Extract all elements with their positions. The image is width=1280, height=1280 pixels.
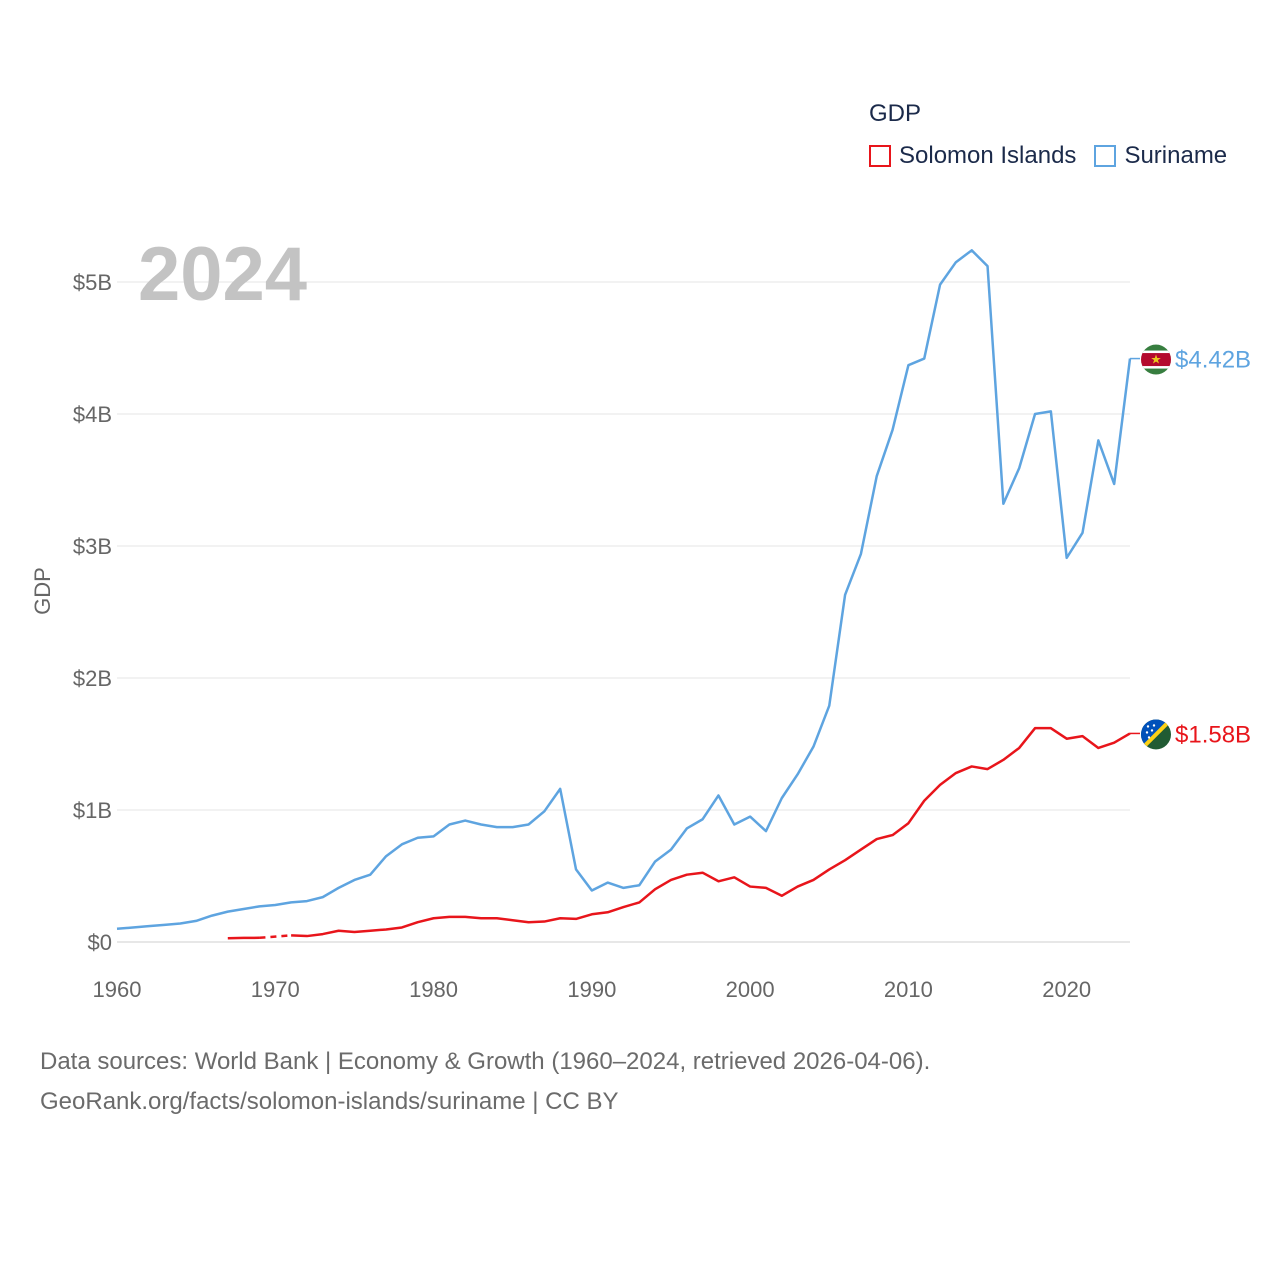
solomon-islands-flag-icon: [1141, 719, 1171, 750]
y-axis-label: GDP: [30, 567, 55, 615]
x-tick-label: 1990: [567, 977, 616, 1002]
footer-sources: Data sources: World Bank | Economy & Gro…: [40, 1048, 931, 1075]
legend-item-suriname[interactable]: Suriname: [1094, 142, 1227, 170]
series-gap-solomon-islands: [259, 934, 292, 940]
series-end-labels: $1.58B $4.42B: [1130, 344, 1251, 750]
suriname-flag-icon: [1141, 344, 1171, 375]
series-line-solomon-islands: [227, 936, 260, 940]
footer-link[interactable]: GeoRank.org/facts/solomon-islands/surina…: [40, 1088, 619, 1115]
y-axis-ticks: $0 $1B $2B $3B $4B $5B: [73, 270, 112, 955]
x-axis-ticks: 1960 1970 1980 1990 2000 2010 2020: [93, 977, 1092, 1002]
legend-swatch-solomon-islands: [869, 145, 891, 167]
end-label-solomon-islands: $1.58B: [1175, 721, 1251, 748]
legend-item-solomon-islands[interactable]: Solomon Islands: [869, 142, 1076, 170]
series-line-solomon-islands: [291, 726, 1131, 938]
legend-label-suriname: Suriname: [1124, 142, 1228, 169]
legend-title: GDP: [869, 100, 922, 127]
x-tick-label: 1960: [93, 977, 142, 1002]
y-tick-label: $5B: [73, 270, 112, 295]
year-label: 2024: [138, 232, 307, 317]
x-tick-label: 2000: [726, 977, 775, 1002]
y-tick-label: $2B: [73, 666, 112, 691]
y-tick-label: $0: [88, 930, 112, 955]
y-tick-label: $3B: [73, 534, 112, 559]
x-tick-label: 2010: [884, 977, 933, 1002]
y-tick-label: $4B: [73, 402, 112, 427]
series-line-suriname: [116, 249, 1132, 931]
x-tick-label: 1970: [251, 977, 300, 1002]
legend-swatch-suriname: [1094, 145, 1117, 167]
y-tick-label: $1B: [73, 798, 112, 823]
legend: Solomon Islands Suriname: [869, 142, 1245, 170]
legend-label-solomon-islands: Solomon Islands: [899, 142, 1077, 169]
footer: Data sources: World Bank | Economy & Gro…: [40, 1042, 930, 1122]
x-tick-label: 2020: [1042, 977, 1091, 1002]
series-lines: [116, 249, 1132, 940]
gridlines: [117, 281, 1130, 943]
end-label-suriname: $4.42B: [1175, 347, 1251, 374]
x-tick-label: 1980: [409, 977, 458, 1002]
